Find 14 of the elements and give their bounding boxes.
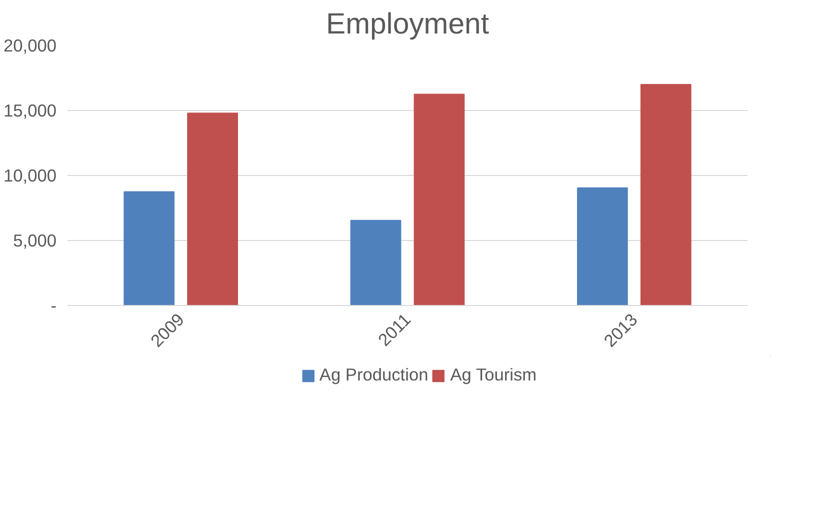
legend-label: Ag Tourism <box>450 364 537 386</box>
bar <box>350 220 402 306</box>
bar <box>640 84 692 306</box>
y-tick-label: - <box>50 296 57 316</box>
y-tick-label: 5,000 <box>13 230 57 250</box>
bar <box>187 112 238 306</box>
y-tick-label: 10,000 <box>4 166 56 186</box>
bar <box>414 94 465 306</box>
bar <box>577 187 628 306</box>
chart-title: Employment <box>326 8 490 40</box>
y-tick-label: 15,000 <box>4 100 56 120</box>
bar <box>124 191 175 306</box>
legend-label: Ag Production <box>319 364 428 386</box>
y-tick-label: 20,000 <box>4 36 56 56</box>
